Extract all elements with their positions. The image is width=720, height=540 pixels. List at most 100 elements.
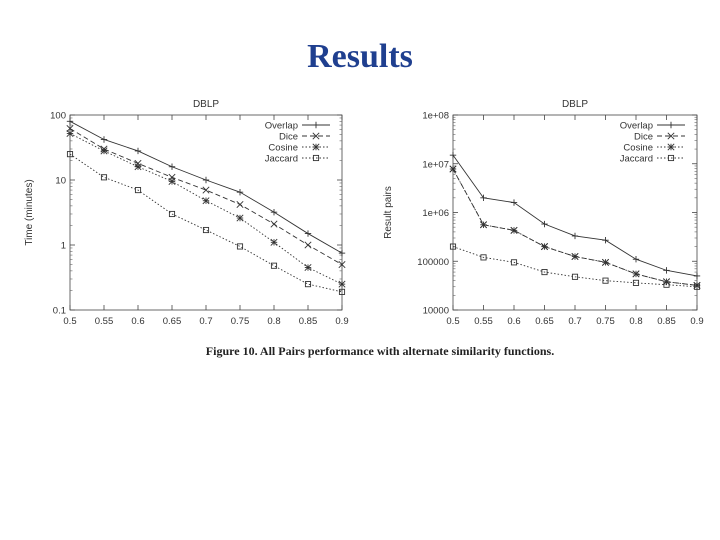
chart1-xtick-label: 0.75 — [596, 316, 615, 327]
chart0-point-jaccard — [202, 226, 210, 234]
chart1-point-cosine — [449, 165, 457, 173]
chart0-title: DBLP — [193, 99, 219, 110]
chart0-legend-marker — [312, 154, 320, 162]
chart0-point-overlap — [304, 230, 312, 237]
chart0-xtick-label: 0.9 — [335, 316, 348, 327]
chart1-title: DBLP — [562, 99, 588, 110]
chart0-legend-label: Jaccard — [265, 154, 298, 165]
chart0-legend-marker — [312, 121, 320, 129]
chart0-point-jaccard — [338, 288, 346, 295]
chart1-point-cosine — [632, 270, 640, 278]
chart0-point-overlap — [134, 147, 142, 155]
chart0-xtick-label: 0.5 — [63, 316, 76, 327]
chart0-ytick-label: 1 — [61, 241, 66, 252]
chart1-point-jaccard — [693, 283, 701, 290]
chart1-point-jaccard — [571, 273, 579, 280]
chart0-point-cosine — [338, 280, 346, 288]
chart1-point-overlap — [480, 194, 487, 202]
chart0-point-jaccard — [168, 210, 176, 218]
chart1-point-cosine — [479, 221, 488, 229]
chart0-xtick-label: 0.7 — [199, 316, 212, 327]
chart0-legend-marker — [312, 143, 320, 151]
chart1-point-jaccard — [480, 254, 487, 261]
chart1-point-cosine — [601, 258, 610, 266]
chart0-point-dice — [236, 200, 244, 209]
chart0-ylabel: Time (minutes) — [24, 179, 35, 245]
chart1-xtick-label: 0.7 — [568, 316, 581, 327]
chart0-point-cosine — [134, 163, 142, 171]
chart1-point-overlap — [632, 256, 640, 263]
chart0-xtick-label: 0.6 — [131, 316, 144, 327]
chart1-legend-label: Overlap — [620, 121, 653, 132]
chart1-point-jaccard — [510, 259, 518, 266]
chart0-legend-label: Overlap — [265, 121, 298, 132]
chart1-legend-label: Jaccard — [620, 154, 653, 165]
chart1-point-cosine — [571, 253, 579, 261]
chart0-xtick-label: 0.85 — [299, 316, 318, 327]
chart1-point-jaccard — [632, 279, 640, 286]
chart1-series-line-jaccard — [452, 246, 698, 288]
chart0-point-jaccard — [100, 174, 108, 181]
chart0-point-cosine — [236, 214, 244, 222]
chart0-point-cosine — [270, 238, 278, 246]
chart1-xtick-label: 0.8 — [629, 316, 642, 327]
chart0-point-overlap — [338, 249, 346, 257]
chart1-point-overlap — [541, 220, 548, 228]
chart1-legend-marker — [667, 143, 675, 151]
chart1-point-cosine — [693, 281, 701, 289]
chart1-point-overlap — [663, 267, 670, 274]
chart0-point-jaccard — [270, 262, 278, 269]
chart1-xtick-label: 0.55 — [474, 316, 493, 327]
chart1-ylabel: Result pairs — [383, 186, 394, 239]
chart0-plot-frame — [69, 114, 343, 311]
chart0-point-dice — [304, 241, 312, 249]
chart0-point-dice — [202, 186, 210, 194]
chart1-plot-frame — [452, 114, 698, 311]
chart0-series-line-overlap — [69, 120, 343, 254]
chart0-series-line-dice — [69, 128, 343, 265]
chart0-point-cosine — [168, 177, 176, 185]
chart1-xtick-label: 0.85 — [657, 316, 676, 327]
chart1-point-overlap — [510, 199, 518, 206]
chart0-ytick-label: 100 — [50, 111, 66, 122]
chart0-point-jaccard — [66, 151, 74, 158]
chart1-point-overlap — [449, 151, 457, 159]
chart0-ytick-label: 10 — [55, 176, 66, 187]
chart0-point-overlap — [270, 208, 278, 216]
chart-dblp-time: DBLP Time (minutes) 0.1 1 10 100 0.5 0.55 0.6 0.6… — [24, 99, 349, 327]
chart0-legend-marker — [312, 132, 320, 140]
chart0-point-cosine — [100, 147, 108, 155]
chart0-xtick-label: 0.8 — [267, 316, 280, 327]
chart1-legend-label: Dice — [634, 132, 653, 143]
chart1-point-overlap — [693, 272, 701, 280]
chart1-point-jaccard — [602, 277, 609, 284]
chart1-xtick-label: 0.6 — [507, 316, 520, 327]
chart0-series-line-cosine — [69, 133, 343, 285]
chart0-point-cosine — [66, 129, 74, 137]
chart1-legend-marker — [667, 154, 675, 162]
chart0-ytick-label: 0.1 — [53, 306, 66, 317]
chart1-legend-marker — [667, 132, 675, 140]
chart0-point-overlap — [202, 176, 210, 184]
chart1-point-overlap — [571, 232, 579, 240]
chart1-point-cosine — [540, 243, 549, 251]
chart0-point-jaccard — [236, 243, 244, 250]
chart1-point-overlap — [602, 237, 609, 244]
figure-caption: Figure 10. All Pairs performance with al… — [205, 344, 555, 358]
chart0-point-overlap — [66, 118, 74, 125]
chart0-point-cosine — [202, 197, 210, 205]
chart1-legend-label: Cosine — [623, 143, 653, 154]
chart1-ytick-label: 10000 — [423, 306, 449, 317]
chart1-xtick-label: 0.5 — [446, 316, 459, 327]
chart1-ytick-label: 1e+06 — [422, 208, 449, 219]
chart0-point-cosine — [304, 264, 312, 272]
chart0-legend-label: Dice — [279, 132, 298, 143]
chart1-ytick-label: 1e+07 — [422, 159, 449, 170]
chart1-ytick-label: 1e+08 — [422, 111, 449, 122]
chart0-point-dice — [270, 220, 278, 228]
chart1-xtick-label: 0.65 — [535, 316, 554, 327]
chart0-series-line-jaccard — [69, 153, 343, 293]
chart0-point-jaccard — [304, 281, 312, 288]
chart1-legend-marker — [667, 121, 675, 129]
chart0-xtick-label: 0.75 — [231, 316, 250, 327]
